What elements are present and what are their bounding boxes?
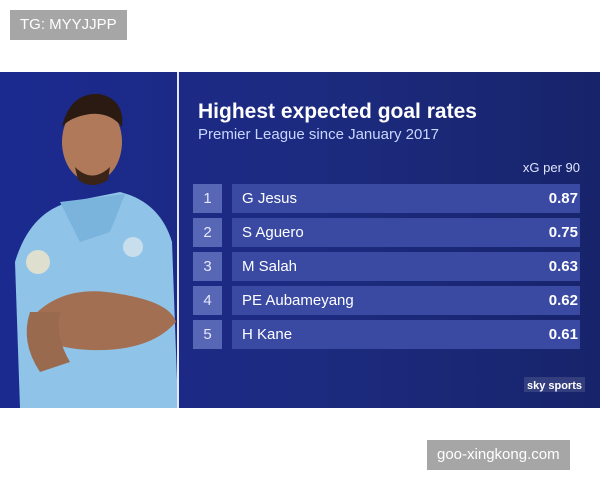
xg-value: 0.87 (549, 190, 578, 207)
watermark: TG: MYYJJPP (10, 10, 127, 40)
xg-value: 0.63 (549, 258, 578, 275)
player-name: S Aguero (242, 224, 304, 241)
rank: 2 (203, 224, 211, 241)
graphic: Highest expected goal rates Premier Leag… (15, 72, 585, 408)
xg-value: 0.62 (549, 292, 578, 309)
rank-box (193, 252, 222, 281)
row-bar (232, 252, 580, 281)
logo: sky sports (527, 380, 582, 392)
watermark: goo-xingkong.com (427, 440, 570, 470)
player-name: H Kane (242, 326, 292, 343)
rank: 1 (203, 190, 211, 207)
title: Highest expected goal rates (198, 100, 477, 123)
rank: 5 (203, 326, 211, 343)
rank-box (193, 286, 222, 315)
player-name: PE Aubameyang (242, 292, 354, 309)
rank-box (193, 218, 222, 247)
xg-value: 0.61 (549, 326, 578, 343)
row-bar (232, 320, 580, 349)
row-bar (232, 286, 580, 315)
row-bar (232, 184, 580, 213)
rank: 3 (203, 258, 211, 275)
player-name: M Salah (242, 258, 297, 275)
subtitle: Premier League since January 2017 (198, 126, 439, 143)
row-bar (232, 218, 580, 247)
graphic-panel: Highest expected goal rates Premier Leag… (0, 72, 600, 408)
xg-value: 0.75 (549, 224, 578, 241)
rank: 4 (203, 292, 211, 309)
column-header: xG per 90 (523, 160, 580, 175)
player-name: G Jesus (242, 190, 297, 207)
player-illustration (15, 93, 178, 408)
rank-box (193, 320, 222, 349)
rank-box (193, 184, 222, 213)
logo-backdrop (524, 377, 585, 392)
